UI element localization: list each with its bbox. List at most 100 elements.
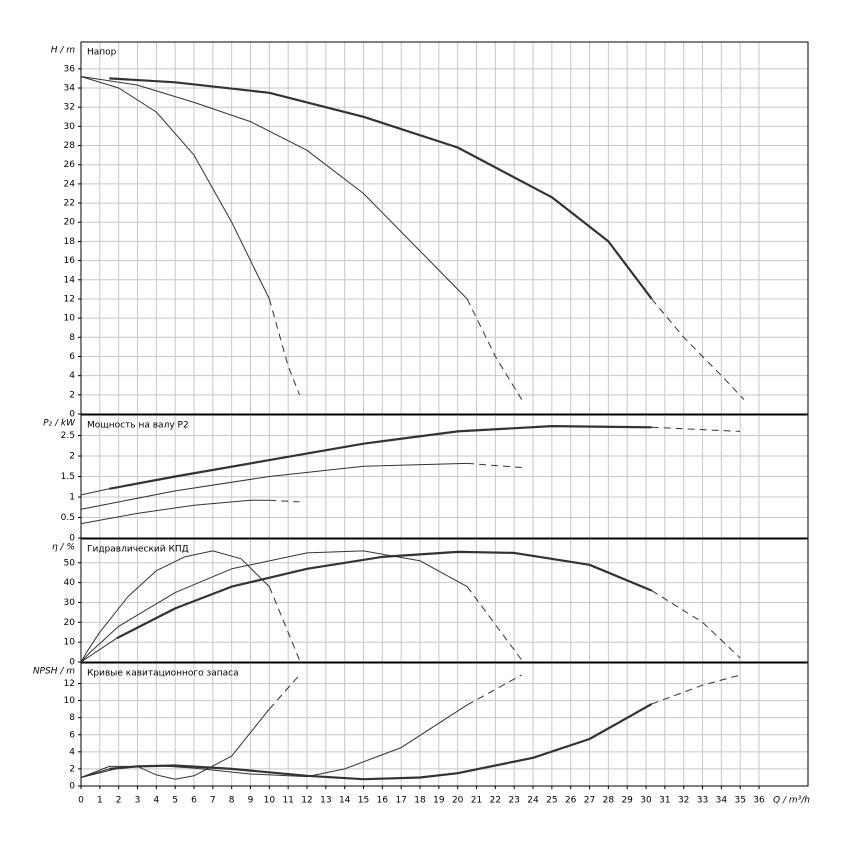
x-tick-label: 9 [248,796,254,806]
plot-frame [80,538,809,663]
curve [269,499,300,503]
plot-frame [80,41,809,415]
curve [651,298,745,400]
y-tick-label: 8 [69,713,75,723]
x-tick-label: 33 [697,796,708,806]
y-tick-label: 24 [64,179,76,189]
y-tick-label: 1.5 [61,472,75,482]
x-tick-label: 6 [191,796,197,806]
y-tick-label: 2.5 [61,431,75,441]
y-tick-label: 32 [64,103,75,113]
y-tick-label: 0.5 [61,513,75,523]
curve [80,462,468,510]
y-tick-label: 0 [69,410,75,420]
x-tick-label: 16 [377,796,389,806]
x-tick-label: 0 [78,796,84,806]
x-tick-label: 24 [527,796,539,806]
y-tick-label: 50 [64,558,76,568]
y-tick-label: 4 [69,747,75,757]
y-tick-label: 16 [64,256,76,266]
y-tick-label: 12 [64,294,75,304]
x-tick-label: 35 [734,796,745,806]
curve [466,298,523,400]
x-tick-label: 13 [320,796,331,806]
y-tick-label: 30 [64,122,76,132]
x-tick-label: 30 [640,796,652,806]
x-tick-label: 4 [153,796,159,806]
x-tick-label: 28 [603,796,615,806]
y-tick-label: 20 [64,218,76,228]
y-tick-label: 40 [64,578,76,588]
x-tick-label: 5 [172,796,178,806]
plot-frame [80,662,809,787]
curve [116,550,653,640]
x-tick-label: 15 [358,796,369,806]
y-tick-label: 1 [69,493,75,503]
y-tick-label: 2 [69,390,75,400]
x-tick-label: 2 [116,796,122,806]
x-tick-label: 36 [753,796,765,806]
x-tick-label: 12 [301,796,312,806]
y-tick-label: 6 [69,730,75,740]
y-tick-label: 18 [64,237,76,247]
x-tick-label: 23 [508,796,519,806]
y-tick-label: 0 [69,534,75,544]
panel-title: Гидравлический КПД [87,545,189,555]
x-tick-label: 27 [584,796,595,806]
x-tick-label: 8 [229,796,235,806]
x-tick-label: 18 [414,796,426,806]
curve [80,499,270,525]
curve [80,637,118,663]
x-tick-label: 17 [395,796,406,806]
curve [109,77,653,300]
curve [268,586,300,661]
curve [80,550,468,663]
y-tick-label: 4 [69,371,75,381]
y-tick-label: 34 [64,84,76,94]
x-tick-label: 32 [678,796,689,806]
y-axis-label: NPSH / m [33,667,75,677]
curve [268,674,300,710]
x-tick-label: 22 [490,796,501,806]
x-tick-label: 19 [433,796,445,806]
x-tick-label: 21 [471,796,482,806]
curve [466,586,523,661]
curve [80,550,270,663]
y-tick-label: 8 [69,333,75,343]
curve [80,76,468,300]
x-tick-label: 26 [565,796,577,806]
x-axis-label: Q / m³/h [773,796,810,806]
curve [80,708,270,780]
y-axis-label: P₂ / kW [43,419,76,429]
curve [651,674,741,705]
x-tick-label: 14 [339,796,351,806]
y-tick-label: 6 [69,352,75,362]
curve [109,425,652,490]
y-tick-label: 10 [64,696,76,706]
curve [80,76,270,300]
y-tick-label: 0 [69,782,75,792]
x-tick-label: 7 [210,796,216,806]
x-tick-label: 34 [716,796,728,806]
panel-title: Напор [87,48,117,58]
x-tick-label: 10 [264,796,276,806]
y-tick-label: 0 [69,658,75,668]
y-tick-label: 36 [64,64,76,74]
panel-title: Мощность на валу P2 [87,421,189,431]
y-tick-label: 12 [64,679,75,689]
x-tick-label: 20 [452,796,464,806]
y-tick-label: 22 [64,199,75,209]
y-tick-label: 10 [64,638,76,648]
y-tick-label: 10 [64,314,76,324]
x-tick-label: 31 [659,796,670,806]
x-tick-label: 25 [546,796,557,806]
curve [467,462,522,468]
curve [651,426,741,432]
y-axis-label: η / % [52,543,75,553]
y-tick-label: 20 [64,618,76,628]
y-tick-label: 2 [69,452,75,462]
y-tick-label: 14 [64,275,76,285]
curve [80,488,110,496]
y-axis-label: H / m [51,46,76,56]
